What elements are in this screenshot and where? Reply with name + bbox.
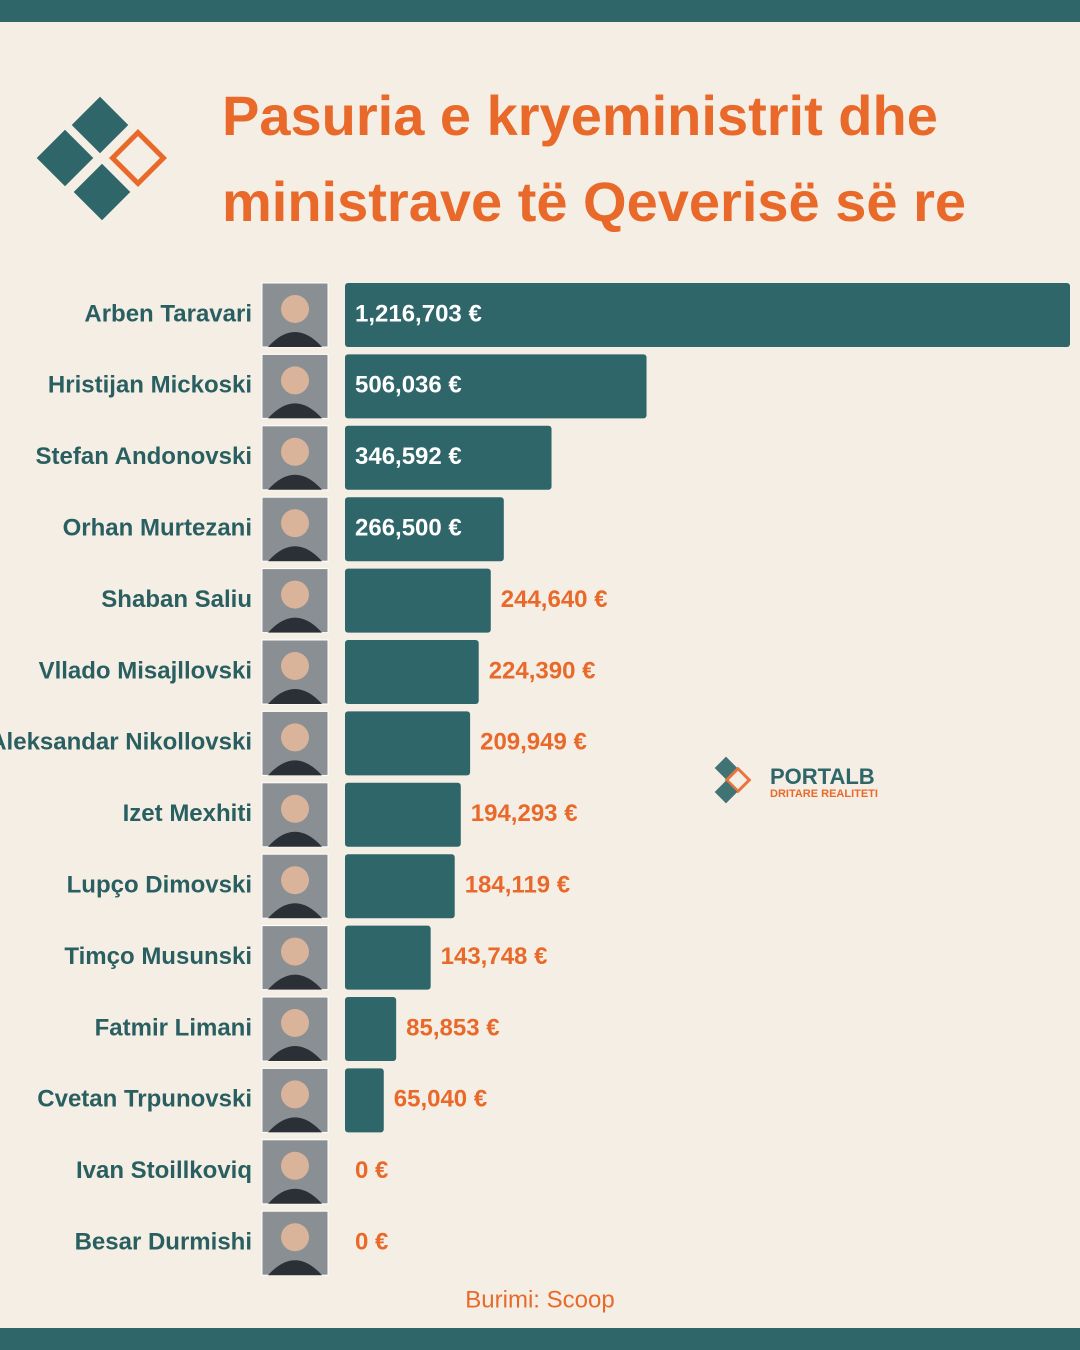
value-label: 0 €	[355, 1229, 388, 1256]
chart-title: ministrave të Qeverisë së re	[222, 170, 966, 233]
photo-body	[268, 760, 322, 776]
value-label: 346,592 €	[355, 443, 462, 470]
watermark-name: PORTALB	[770, 764, 875, 789]
bar	[345, 354, 647, 419]
value-label: 143,748 €	[441, 943, 548, 970]
category-label: Stefan Andonovski	[36, 443, 252, 470]
category-label: Izet Mexhiti	[123, 800, 252, 827]
photo-face	[281, 866, 309, 895]
photo-face	[281, 366, 309, 395]
bar	[345, 568, 491, 633]
bar	[345, 711, 471, 776]
category-label: Lupço Dimovski	[67, 872, 252, 899]
value-label: 209,949 €	[480, 729, 587, 756]
photo-face	[281, 794, 309, 823]
photo-face	[281, 1080, 309, 1109]
photo-body	[268, 546, 322, 562]
photo-face	[281, 437, 309, 466]
photo-body	[268, 1188, 322, 1204]
value-label: 1,216,703 €	[355, 300, 482, 327]
value-label: 85,853 €	[406, 1014, 499, 1041]
photo-face	[281, 1223, 309, 1252]
bar	[345, 1068, 384, 1133]
photo-face	[281, 937, 309, 966]
category-label: Hristijan Mickoski	[48, 372, 252, 399]
photo-face	[281, 652, 309, 680]
photo-face	[281, 1009, 309, 1037]
category-label: Arben Taravari	[84, 300, 252, 327]
photo-body	[268, 617, 322, 633]
value-label: 0 €	[355, 1157, 388, 1184]
category-label: Vllado Misajllovski	[39, 657, 252, 684]
watermark-logo	[714, 756, 752, 804]
bar	[345, 425, 552, 490]
value-label: 506,036 €	[355, 372, 462, 399]
category-label: Ivan Stoillkoviq	[76, 1157, 252, 1184]
category-label: Orhan Murtezani	[63, 515, 252, 542]
watermark-tagline: DRITARE REALITETI	[770, 788, 878, 800]
value-label: 194,293 €	[471, 800, 578, 827]
bar	[345, 854, 455, 919]
photo-body	[268, 689, 322, 704]
bottom-band	[0, 1328, 1080, 1350]
photo-body	[268, 1260, 322, 1276]
category-label: Timço Musunski	[64, 943, 252, 970]
photo-body	[268, 403, 322, 419]
bar	[345, 782, 461, 847]
bar	[345, 640, 479, 704]
bar	[345, 925, 431, 990]
photo-body	[268, 474, 322, 490]
value-label: 65,040 €	[394, 1086, 487, 1113]
top-band	[0, 0, 1080, 22]
bar	[345, 997, 397, 1061]
bar	[345, 497, 504, 562]
category-label: Besar Durmishi	[75, 1229, 252, 1256]
photo-body	[268, 1046, 322, 1061]
photo-body	[268, 974, 322, 990]
photo-face	[281, 509, 309, 538]
category-label: Aleksandar Nikollovski	[0, 729, 252, 756]
photo-face	[281, 723, 309, 752]
photo-body	[268, 903, 322, 919]
bar	[345, 283, 1070, 347]
category-label: Cvetan Trpunovski	[37, 1086, 252, 1113]
category-label: Shaban Saliu	[101, 586, 252, 613]
photo-body	[268, 1117, 322, 1133]
photo-face	[281, 580, 309, 609]
photo-body	[268, 831, 322, 847]
category-label: Fatmir Limani	[95, 1014, 252, 1041]
value-label: 224,390 €	[489, 657, 596, 684]
value-label: 184,119 €	[465, 872, 570, 899]
chart-title: Pasuria e kryeministrit dhe	[222, 84, 938, 147]
value-label: 266,500 €	[355, 515, 462, 542]
photo-face	[281, 1151, 309, 1180]
photo-body	[268, 332, 322, 347]
photo-face	[281, 295, 309, 323]
logo	[36, 96, 167, 221]
source: Burimi: Scoop	[465, 1286, 614, 1313]
value-label: 244,640 €	[501, 586, 608, 613]
